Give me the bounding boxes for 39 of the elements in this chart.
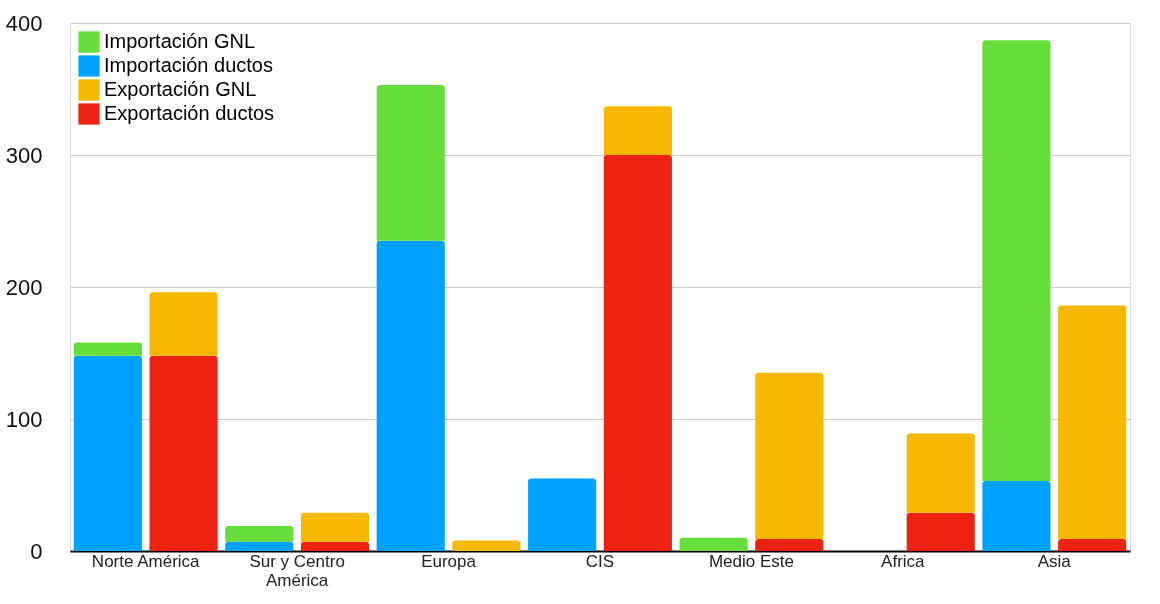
bar [982,481,1051,551]
legend-label: Importación ductos [104,54,273,76]
bar [300,541,370,551]
bar [1058,539,1127,551]
x-tick-label: CIS [585,551,615,571]
x-tick-label: Sur y Centro América [249,551,345,590]
bar [149,355,218,551]
bar [149,292,218,356]
legend-label: Exportación ductos [104,102,275,124]
bar [225,525,294,542]
bar [376,85,445,241]
y-tick-label: 0 [30,538,43,564]
bar [452,540,521,551]
bar [225,541,294,551]
y-tick-label: 200 [5,274,43,300]
y-tick-label: 300 [5,142,43,168]
bar [755,539,824,551]
x-tick-label: Medio Este [708,551,794,571]
x-tick-label: Europa [421,551,477,571]
bar [376,240,445,551]
x-tick-label: Africa [881,551,926,571]
y-tick-label: 100 [5,406,43,432]
bar [603,155,672,551]
bar [679,537,748,551]
bar [300,512,370,542]
x-tick-label: Asia [1037,551,1072,571]
bar [1058,305,1127,540]
legend-label: Importación GNL [104,30,256,52]
bar [603,106,672,155]
bar [906,512,975,551]
bar [755,372,824,540]
bar [906,433,975,513]
bar [982,40,1051,482]
bar [73,342,142,356]
x-tick-label: Norte América [91,551,201,571]
bar [73,355,142,551]
bar [528,478,597,551]
y-tick-label: 400 [5,10,43,36]
legend-label: Exportación GNL [104,78,257,100]
